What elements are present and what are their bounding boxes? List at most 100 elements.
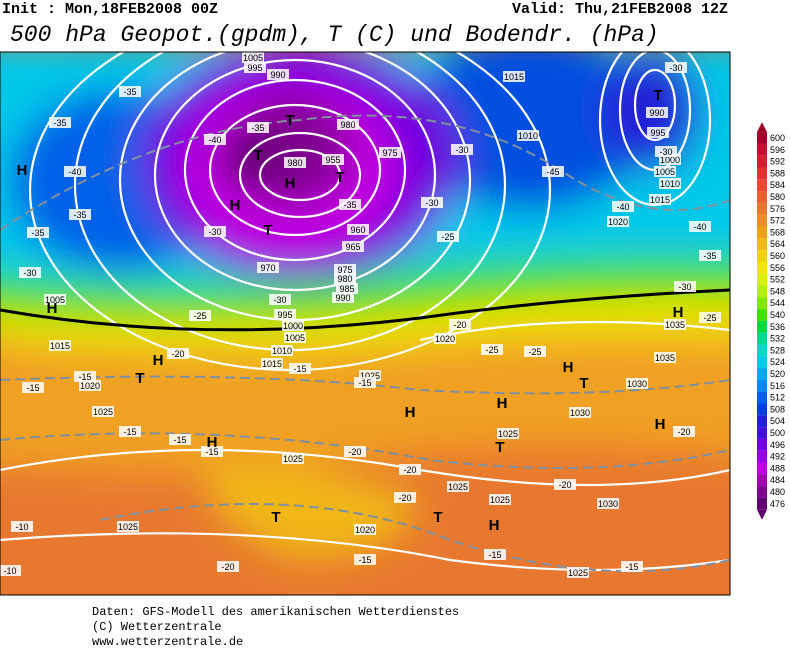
contour-label: -40 — [208, 135, 221, 145]
label-box — [344, 446, 366, 457]
colorbar-label: 528 — [770, 345, 785, 355]
color-swatch — [757, 415, 767, 428]
label-box — [79, 380, 101, 391]
label-box — [354, 524, 376, 535]
contour-label: 1025 — [568, 568, 588, 578]
contour-label: 995 — [277, 310, 292, 320]
label-box — [74, 371, 96, 382]
pressure-center: H — [673, 304, 684, 321]
init-time: Init : Mon,18FEB2008 00Z — [2, 1, 218, 18]
colorbar-label: 568 — [770, 227, 785, 237]
contour-label: 965 — [345, 242, 360, 252]
pressure-center: T — [263, 222, 272, 239]
colorbar-label: 592 — [770, 157, 785, 167]
colorbar-label: 480 — [770, 487, 785, 497]
contour-label: -15 — [78, 372, 91, 382]
colorbar-label: 496 — [770, 440, 785, 450]
label-box — [524, 346, 546, 357]
contour-label: 1025 — [118, 522, 138, 532]
contour-label: -30 — [659, 147, 672, 157]
colorbar-label: 508 — [770, 404, 785, 414]
contour-label: -20 — [171, 349, 184, 359]
contour-label: -20 — [677, 427, 690, 437]
contour-label: -10 — [3, 566, 16, 576]
label-box — [399, 464, 421, 475]
contour-label: 1025 — [448, 482, 468, 492]
contour-label: 995 — [247, 63, 262, 73]
label-box — [699, 250, 721, 261]
colorbar-label: 572 — [770, 216, 785, 226]
footer-line: www.wetterzentrale.de — [92, 635, 243, 648]
label-box — [257, 262, 279, 273]
contour-label: -35 — [251, 123, 264, 133]
label-box — [169, 434, 191, 445]
pressure-center: H — [285, 175, 296, 192]
colorbar-label: 504 — [770, 416, 785, 426]
color-swatch — [757, 391, 767, 404]
label-box — [354, 554, 376, 565]
pressure-center: H — [655, 416, 666, 433]
color-swatch — [757, 132, 767, 144]
label-box — [282, 320, 304, 331]
contour-label: -30 — [455, 145, 468, 155]
contour-label: -40 — [693, 222, 706, 232]
label-box — [379, 147, 401, 158]
label-box — [434, 333, 456, 344]
color-swatch — [757, 344, 767, 357]
label-box — [92, 406, 114, 417]
contour-label: -25 — [528, 347, 541, 357]
contour-label: -20 — [558, 480, 571, 490]
contour-label: -35 — [31, 228, 44, 238]
contour-label: 990 — [270, 70, 285, 80]
label-box — [347, 224, 369, 235]
colorbar-label: 500 — [770, 428, 785, 438]
label-box — [659, 178, 681, 189]
contour-label: -30 — [273, 295, 286, 305]
pressure-center: T — [271, 509, 280, 526]
label-box — [569, 407, 591, 418]
contour-label: -35 — [123, 87, 136, 97]
contour-label: 1025 — [283, 454, 303, 464]
contour-label: 1025 — [490, 495, 510, 505]
label-box — [621, 561, 643, 572]
colorbar-label: 476 — [770, 499, 785, 509]
label-box — [284, 157, 306, 168]
label-box — [451, 144, 473, 155]
label-box — [49, 340, 71, 351]
color-swatch — [757, 155, 767, 168]
color-swatch — [757, 273, 767, 286]
color-swatch — [757, 427, 767, 439]
color-swatch — [757, 261, 767, 274]
colorbar-label: 576 — [770, 204, 785, 214]
label-box — [11, 521, 33, 532]
colorbar-cap — [757, 122, 767, 133]
colorbar-label: 492 — [770, 452, 785, 462]
label-box — [119, 426, 141, 437]
label-box — [334, 264, 356, 275]
contour-label: 1025 — [498, 429, 518, 439]
contour-label: 1020 — [80, 381, 100, 391]
footer-line: (C) Wetterzentrale — [92, 620, 222, 634]
label-box — [289, 363, 311, 374]
contour-label: 1005 — [655, 167, 675, 177]
pressure-center: H — [489, 517, 500, 534]
color-swatch — [757, 450, 767, 463]
contour-label: -20 — [398, 493, 411, 503]
label-box — [336, 283, 358, 294]
contour-label: 995 — [650, 128, 665, 138]
contour-label: -30 — [23, 268, 36, 278]
contour-label: -40 — [68, 167, 81, 177]
contour-label: -25 — [193, 311, 206, 321]
colorbar-label: 536 — [770, 322, 785, 332]
label-box — [332, 292, 354, 303]
contour-label: 1015 — [262, 359, 282, 369]
colorbar-label: 520 — [770, 369, 785, 379]
label-box — [119, 86, 141, 97]
color-swatch — [757, 167, 767, 180]
label-box — [217, 561, 239, 572]
label-box — [334, 273, 356, 284]
pressure-center: H — [47, 300, 58, 317]
pressure-center: H — [207, 434, 218, 451]
